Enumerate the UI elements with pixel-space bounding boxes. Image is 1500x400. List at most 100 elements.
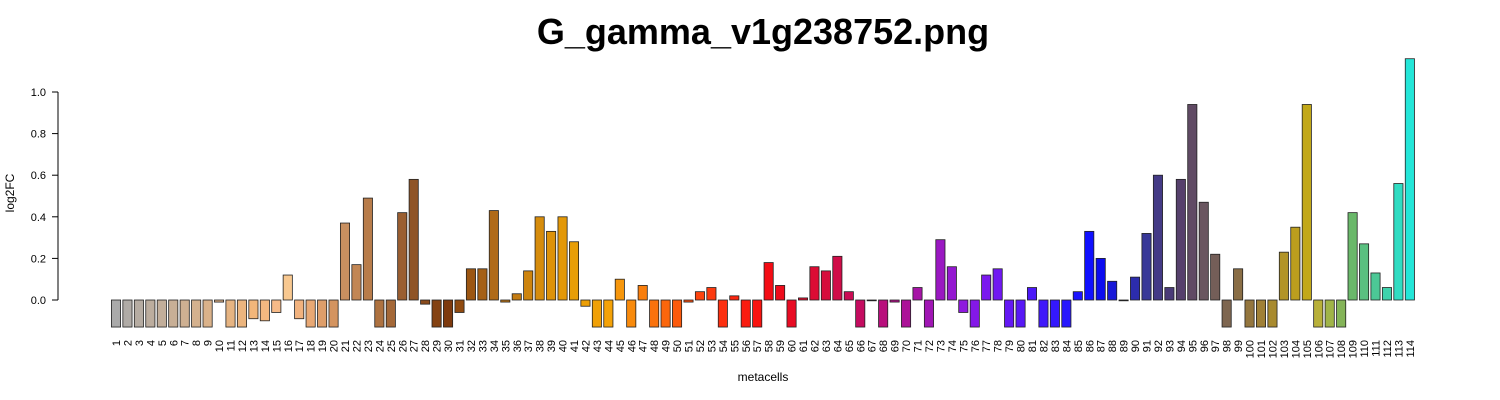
bar-metacell-45 [614, 278, 625, 301]
x-tick-label: 110 [1359, 340, 1371, 358]
x-tick-label: 84 [1061, 340, 1073, 352]
x-tick-label: 79 [1004, 340, 1016, 352]
x-tick-label: 76 [970, 340, 982, 352]
bar-metacell-5 [156, 299, 167, 328]
bar-metacell-109 [1347, 212, 1358, 301]
x-tick-label: 55 [729, 340, 741, 352]
x-tick-label: 89 [1119, 340, 1131, 352]
x-tick-label: 75 [958, 340, 970, 352]
x-tick-label: 40 [558, 340, 570, 352]
x-tick-label: 49 [661, 340, 673, 352]
x-tick-label: 105 [1302, 340, 1314, 358]
y-tick-label: 0.2 [31, 253, 46, 265]
bar-metacell-18 [305, 299, 316, 328]
bar-metacell-2 [122, 299, 133, 328]
bar-metacell-59 [775, 285, 786, 301]
x-tick-label: 102 [1267, 340, 1279, 358]
x-tick-label: 98 [1222, 340, 1234, 352]
x-tick-label: 87 [1096, 340, 1108, 352]
bar-metacell-90 [1130, 276, 1141, 301]
bar-metacell-60 [786, 299, 797, 328]
bar-metacell-7 [179, 299, 190, 328]
x-tick-label: 36 [512, 340, 524, 352]
bar-metacell-105 [1301, 104, 1312, 301]
bar-metacell-8 [191, 299, 202, 328]
x-tick-label: 35 [500, 340, 512, 352]
bar-metacell-17 [294, 299, 305, 320]
x-tick-label: 77 [981, 340, 993, 352]
bar-metacell-85 [1072, 291, 1083, 301]
x-tick-label: 25 [386, 340, 398, 352]
bar-metacell-93 [1164, 287, 1175, 301]
x-tick-label: 56 [741, 340, 753, 352]
x-tick-label: 17 [294, 340, 306, 352]
x-tick-label: 71 [913, 340, 925, 352]
x-tick-label: 20 [329, 340, 341, 352]
x-tick-label: 50 [672, 340, 684, 352]
bar-metacell-40 [557, 216, 568, 301]
bar-metacell-89 [1118, 299, 1129, 302]
bar-metacell-72 [923, 299, 934, 328]
bar-metacell-71 [912, 287, 923, 301]
bar-metacell-41 [569, 241, 580, 301]
x-tick-label: 2 [122, 340, 134, 346]
x-tick-label: 106 [1313, 340, 1325, 358]
x-tick-label: 33 [477, 340, 489, 352]
x-tick-label: 10 [214, 340, 226, 352]
bar-metacell-55 [729, 295, 740, 301]
x-tick-label: 44 [603, 340, 615, 352]
x-tick-label: 107 [1325, 340, 1337, 358]
x-tick-label: 42 [580, 340, 592, 352]
x-tick-label: 96 [1199, 340, 1211, 352]
bar-metacell-11 [225, 299, 236, 328]
x-tick-label: 52 [695, 340, 707, 352]
x-tick-label: 68 [878, 340, 890, 352]
x-tick-label: 47 [638, 340, 650, 352]
bar-metacell-49 [660, 299, 671, 328]
x-tick-label: 108 [1336, 340, 1348, 358]
x-tick-label: 91 [1142, 340, 1154, 352]
bar-metacell-29 [431, 299, 442, 328]
bar-metacell-74 [946, 266, 957, 301]
bar-metacell-70 [901, 299, 912, 328]
bar-metacell-13 [248, 299, 259, 320]
bar-metacell-61 [798, 297, 809, 301]
bar-metacell-66 [855, 299, 866, 328]
x-tick-label: 39 [546, 340, 558, 352]
bar-metacell-1 [111, 299, 122, 328]
bar-metacell-54 [717, 299, 728, 328]
x-tick-label: 57 [752, 340, 764, 352]
x-tick-label: 85 [1073, 340, 1085, 352]
x-tick-label: 101 [1256, 340, 1268, 358]
bar-metacell-57 [752, 299, 763, 328]
bar-metacell-114 [1404, 58, 1415, 301]
bar-metacell-22 [351, 264, 362, 301]
bar-metacell-12 [236, 299, 247, 328]
bar-metacell-14 [259, 299, 270, 322]
bar-metacell-65 [843, 291, 854, 301]
bar-metacell-63 [820, 270, 831, 301]
bar-metacell-87 [1095, 257, 1106, 301]
bar-metacell-102 [1267, 299, 1278, 328]
bar-metacell-46 [626, 299, 637, 328]
bar-metacell-21 [339, 222, 350, 301]
bar-metacell-97 [1210, 253, 1221, 301]
bar-metacell-108 [1336, 299, 1347, 328]
bar-metacell-47 [637, 285, 648, 301]
x-tick-label: 12 [237, 340, 249, 352]
x-tick-label: 37 [523, 340, 535, 352]
x-tick-label: 54 [718, 340, 730, 352]
y-axis-label: log2FC [3, 173, 17, 212]
bar-metacell-24 [374, 299, 385, 328]
bar-metacell-31 [454, 299, 465, 313]
bar-metacell-15 [271, 299, 282, 313]
bar-metacell-4 [145, 299, 156, 328]
bar-metacell-35 [500, 299, 511, 303]
bar-metacell-62 [809, 266, 820, 301]
x-tick-label: 41 [569, 340, 581, 352]
x-tick-label: 43 [592, 340, 604, 352]
bar-metacell-43 [591, 299, 602, 328]
x-tick-label: 31 [455, 340, 467, 352]
x-tick-label: 67 [867, 340, 879, 352]
